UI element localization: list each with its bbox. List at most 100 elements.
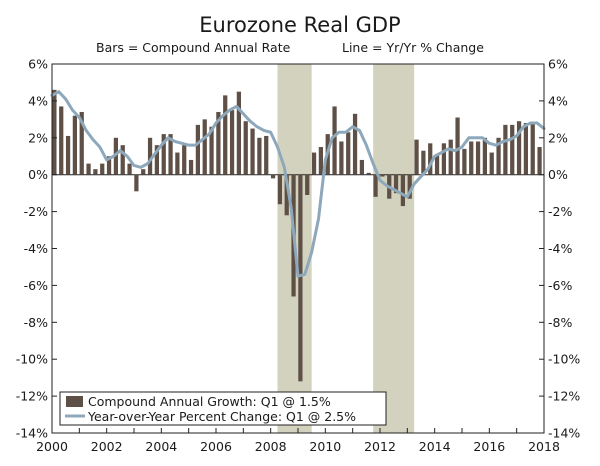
bar <box>229 110 235 175</box>
bar <box>448 139 453 175</box>
bar <box>223 95 228 175</box>
bar <box>106 156 112 175</box>
x-axis: 2000 2002 2004 2006 2008 2010 2012 2014 2016 2018 <box>36 428 560 454</box>
x-tick-label: 2008 <box>255 439 287 454</box>
bar <box>65 135 71 175</box>
bar <box>277 174 283 205</box>
bar <box>434 154 440 175</box>
bar <box>161 134 166 175</box>
x-tick-label: 2010 <box>309 439 341 454</box>
bar <box>318 147 324 175</box>
legend-line-label: Year-over-Year Percent Change: Q1 @ 2.5% <box>87 409 356 424</box>
y-tick-label: -10% <box>16 352 48 367</box>
bar <box>243 121 248 175</box>
bar <box>475 141 481 175</box>
x-tick-label: 2014 <box>419 439 451 454</box>
x-tick-label: 2016 <box>473 439 505 454</box>
y-tick-label: -14% <box>548 426 580 441</box>
bar <box>141 169 146 175</box>
bar <box>264 135 269 175</box>
y-tick-label: -4% <box>24 241 48 256</box>
bar <box>516 121 522 175</box>
bar <box>380 174 385 177</box>
y-tick-label: 2% <box>548 130 568 145</box>
bar <box>52 89 57 175</box>
y-tick-label: 6% <box>28 57 48 72</box>
y-axis-left: 6% 4% 2% 0% -2% -4% -6% -8% -10% -12% -14% <box>16 57 57 441</box>
bar <box>441 143 447 175</box>
bar <box>428 143 433 175</box>
bar <box>113 137 119 175</box>
bar <box>270 174 276 179</box>
y-tick-label: -2% <box>548 204 572 219</box>
chart-subtitle-bars: Bars = Compound Annual Rate <box>96 40 291 55</box>
bar <box>482 137 488 175</box>
y-axis-right: 6% 4% 2% 0% -2% -4% -6% -8% -10% -12% -14% <box>539 57 580 441</box>
bar <box>359 159 365 175</box>
bar <box>510 124 515 175</box>
y-tick-label: 6% <box>548 57 568 72</box>
bar <box>407 174 412 199</box>
y-tick-label: -12% <box>548 389 580 404</box>
bar <box>305 174 310 195</box>
bar <box>120 145 125 175</box>
bar <box>469 141 474 175</box>
bar <box>537 147 542 175</box>
bar <box>462 148 467 175</box>
y-tick-label: 0% <box>28 167 48 182</box>
bar <box>175 152 180 175</box>
bar <box>421 150 426 175</box>
bar <box>530 123 535 175</box>
bar <box>86 163 91 175</box>
y-tick-label: 0% <box>548 167 568 182</box>
y-tick-label: -6% <box>24 278 48 293</box>
recession-band-1 <box>373 64 415 433</box>
line-series <box>50 90 546 278</box>
bar <box>79 111 84 175</box>
bar <box>72 115 78 175</box>
y-tick-label: -12% <box>16 389 48 404</box>
bar <box>147 137 153 175</box>
y-tick-label: -10% <box>548 352 580 367</box>
y-tick-label: 2% <box>28 130 48 145</box>
bar <box>59 106 64 175</box>
bar <box>236 91 242 175</box>
legend-box <box>59 391 387 426</box>
legend: Compound Annual Growth: Q1 @ 1.5% Year-o… <box>59 391 387 426</box>
bar <box>400 174 406 207</box>
bar <box>93 169 98 175</box>
y-tick-label: -8% <box>548 315 572 330</box>
yoy-line <box>50 90 546 278</box>
x-tick-label: 2000 <box>36 439 68 454</box>
bar <box>195 124 201 175</box>
bar <box>154 145 160 175</box>
x-tick-label: 2006 <box>200 439 232 454</box>
y-tick-label: -8% <box>24 315 48 330</box>
legend-bar-swatch <box>66 396 83 407</box>
bar <box>257 137 262 175</box>
bar <box>339 141 344 175</box>
y-tick-label: -14% <box>16 426 48 441</box>
x-tick-label: 2002 <box>91 439 123 454</box>
bar <box>202 119 207 175</box>
recession-shading <box>277 64 415 433</box>
bar <box>523 123 529 175</box>
bar <box>346 132 351 175</box>
bar <box>182 145 187 175</box>
bar <box>250 128 255 175</box>
y-tick-label: -4% <box>548 241 572 256</box>
y-tick-label: 4% <box>28 93 48 108</box>
bar <box>393 174 399 194</box>
bar <box>168 134 173 175</box>
bar <box>188 159 194 175</box>
bar <box>455 117 460 175</box>
bar <box>496 137 501 175</box>
bar <box>284 174 289 216</box>
x-tick-label: 2004 <box>145 439 177 454</box>
bar <box>373 174 378 197</box>
x-tick-label: 2012 <box>364 439 396 454</box>
bar <box>100 163 105 175</box>
bar <box>503 124 508 175</box>
bar <box>311 152 317 175</box>
